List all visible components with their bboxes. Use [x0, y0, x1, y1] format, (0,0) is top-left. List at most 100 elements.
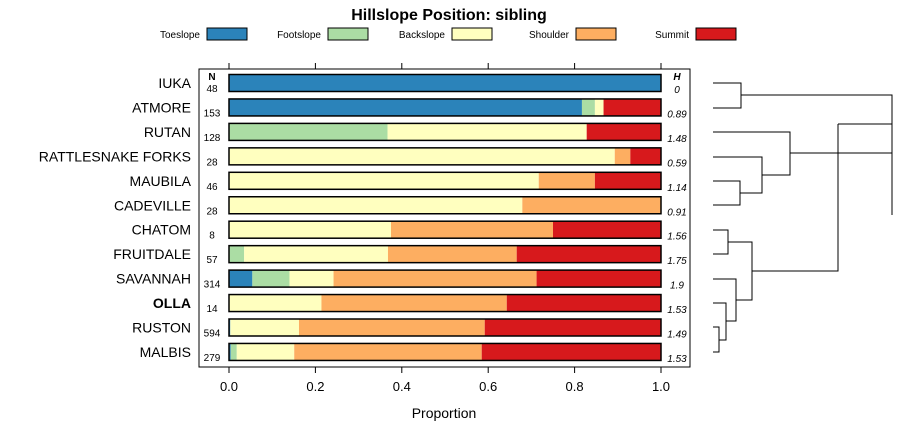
legend: Toeslope Footslope Backslope Shoulder Summit — [160, 27, 737, 41]
bar-segment-summit — [506, 294, 661, 312]
dendrogram-branch — [713, 180, 741, 206]
bar-segment-toeslope — [229, 98, 582, 116]
bar-segment-summit — [516, 245, 661, 263]
bar-row: RATTLESNAKE FORKS 28 0.59 — [39, 147, 687, 169]
bar-outline — [228, 220, 662, 239]
bar-segment-summit — [630, 147, 661, 165]
legend-swatch-footslope — [327, 27, 369, 41]
entropy-value: 0.91 — [667, 207, 686, 218]
bar-segment-summit — [536, 270, 661, 288]
legend-label-shoulder: Shoulder — [529, 30, 570, 41]
bar-segment-backslope — [230, 319, 299, 336]
dendrogram-branch — [752, 123, 892, 272]
bar-segment-backslope — [229, 196, 523, 214]
bar-segment-summit — [603, 98, 661, 116]
bar-segment-shoulder — [333, 270, 537, 288]
bar-segment-shoulder — [321, 294, 507, 312]
sample-size: 8 — [209, 231, 215, 242]
entropy-value: 1.75 — [667, 256, 687, 267]
sample-size: 28 — [206, 157, 218, 168]
bar-segment-summit — [484, 319, 661, 336]
entropy-value: 0.89 — [667, 109, 687, 120]
x-tick-label: 0.4 — [393, 379, 411, 394]
row-label: SAVANNAH — [116, 271, 191, 287]
bar-outline — [228, 171, 662, 191]
bar-outline — [228, 196, 662, 215]
bar-segment-backslope — [229, 147, 615, 165]
bar-segment-backslope — [244, 245, 388, 263]
bar-row: MALBIS 279 1.53 — [140, 342, 687, 365]
bar-outline — [228, 342, 662, 362]
dendrogram-branch — [713, 278, 737, 322]
x-axis: 0.0 0.2 0.4 0.6 0.8 1.0 — [220, 63, 670, 394]
dendrogram-branch — [713, 156, 763, 194]
row-label: FRUITDALE — [113, 246, 191, 262]
legend-swatch-backslope — [451, 27, 493, 41]
bar-outline — [228, 147, 662, 166]
entropy-value: 1.48 — [667, 134, 687, 145]
h-column-header: H — [673, 72, 681, 83]
entropy-value: 1.49 — [667, 330, 687, 341]
entropy-value: 1.14 — [667, 183, 687, 194]
bar-rows: IUKA 48 0 ATMORE 153 0.89 RUTAN 128 1.48 RATTLESN… — [39, 73, 687, 365]
n-column-header: N — [208, 72, 215, 83]
bar-segment-summit — [553, 221, 661, 239]
x-tick-label: 0.8 — [566, 379, 584, 394]
bar-outline — [228, 98, 662, 117]
bar-segment-summit — [481, 343, 661, 361]
entropy-value: 1.53 — [667, 354, 687, 365]
row-label: RUTAN — [144, 124, 191, 140]
legend-swatch-toeslope — [206, 27, 248, 41]
dendrogram-branch — [713, 229, 729, 255]
bar-row: RUTAN 128 1.48 — [144, 122, 687, 145]
bar-segment-shoulder — [387, 245, 517, 263]
chart-title: Hillslope Position: sibling — [351, 7, 547, 24]
x-tick-label: 1.0 — [652, 379, 670, 394]
sample-size: 28 — [206, 206, 218, 217]
x-tick-label: 0.6 — [479, 379, 497, 394]
legend-swatch-shoulder — [575, 27, 617, 41]
bar-segment-backslope — [229, 294, 322, 312]
entropy-value: 1.56 — [667, 232, 687, 243]
row-label: MAUBILA — [130, 173, 192, 189]
sample-size: 314 — [204, 280, 221, 291]
bar-segment-shoulder — [538, 172, 595, 190]
bar-segment-backslope — [236, 343, 295, 361]
bar-outline — [228, 244, 662, 264]
bar-segment-shoulder — [298, 319, 485, 336]
bar-segment-footslope — [229, 123, 388, 141]
sample-size: 128 — [204, 133, 221, 144]
legend-swatch-summit — [695, 27, 737, 41]
dendrogram — [713, 82, 893, 353]
bar-row: RUSTON 594 1.49 — [132, 318, 687, 341]
entropy-value: 1.53 — [667, 305, 687, 316]
bar-segment-backslope — [594, 98, 604, 116]
entropy-value: 0.59 — [667, 158, 687, 169]
bar-segment-shoulder — [522, 196, 661, 214]
bar-row: CADEVILLE 28 0.91 — [114, 196, 687, 218]
row-label: IUKA — [158, 75, 191, 91]
bar-segment-backslope — [387, 123, 587, 141]
x-axis-label: Proportion — [412, 405, 477, 421]
row-label: ATMORE — [132, 99, 191, 115]
bar-row: FRUITDALE 57 1.75 — [113, 244, 687, 267]
bar-segment-footslope — [229, 245, 245, 263]
bar-segment-shoulder — [614, 147, 631, 165]
row-label: OLLA — [153, 295, 191, 311]
bar-row: SAVANNAH 314 1.9 — [116, 269, 684, 292]
bar-segment-shoulder — [294, 343, 482, 361]
entropy-value: 1.9 — [670, 281, 684, 292]
dendrogram-branch — [713, 82, 742, 109]
bar-segment-backslope — [229, 172, 539, 190]
dendrogram-branch — [713, 326, 720, 353]
row-label: CADEVILLE — [114, 197, 191, 213]
bar-segment-toeslope — [229, 343, 231, 361]
bar-segment-summit — [594, 172, 661, 190]
bar-row: IUKA 48 0 — [158, 73, 680, 96]
sample-size: 46 — [206, 182, 218, 193]
bar-outline — [228, 293, 662, 313]
sample-size: 153 — [204, 108, 221, 119]
row-label: MALBIS — [140, 344, 191, 360]
row-label: RATTLESNAKE FORKS — [39, 148, 191, 164]
